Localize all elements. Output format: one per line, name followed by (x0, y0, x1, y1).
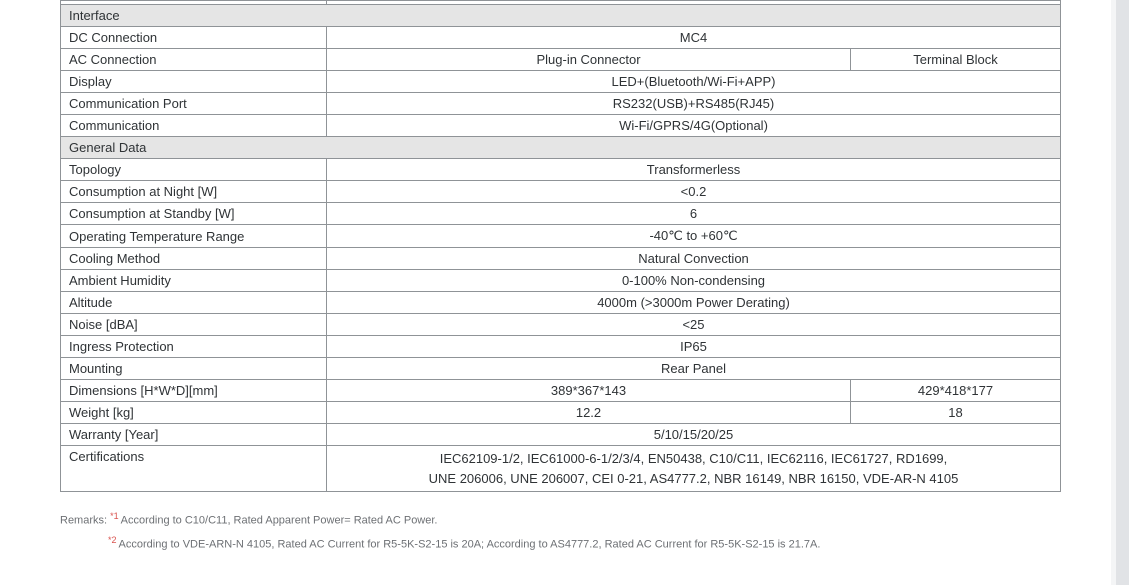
table-row: Altitude 4000m (>3000m Power Derating) (61, 292, 1061, 314)
row-value: -40℃ to +60℃ (327, 225, 1061, 248)
row-value: 12.2 (327, 402, 851, 424)
table-row: Communication Port RS232(USB)+RS485(RJ45… (61, 93, 1061, 115)
table-row: Certifications IEC62109-1/2, IEC61000-6-… (61, 446, 1061, 492)
spec-table-body: Interface DC Connection MC4 AC Connectio… (61, 1, 1061, 492)
table-row: Consumption at Night [W] <0.2 (61, 181, 1061, 203)
row-label: Weight [kg] (61, 402, 327, 424)
section-header-label: Interface (61, 5, 1061, 27)
row-value: IP65 (327, 336, 1061, 358)
remark-1: According to C10/C11, Rated Apparent Pow… (121, 515, 438, 527)
row-value: 429*418*177 (851, 380, 1061, 402)
row-label: DC Connection (61, 27, 327, 49)
row-label: Display (61, 71, 327, 93)
remarks-prefix: Remarks: (60, 515, 107, 527)
table-row: AC Connection Plug-in Connector Terminal… (61, 49, 1061, 71)
table-row: Topology Transformerless (61, 159, 1061, 181)
table-row: Ingress Protection IP65 (61, 336, 1061, 358)
row-label: Warranty [Year] (61, 424, 327, 446)
table-row: Ambient Humidity 0-100% Non-condensing (61, 270, 1061, 292)
row-value-certifications: IEC62109-1/2, IEC61000-6-1/2/3/4, EN5043… (327, 446, 1061, 492)
row-value: LED+(Bluetooth/Wi-Fi+APP) (327, 71, 1061, 93)
row-label: Communication Port (61, 93, 327, 115)
table-row: Dimensions [H*W*D][mm] 389*367*143 429*4… (61, 380, 1061, 402)
row-label: Mounting (61, 358, 327, 380)
row-value: 389*367*143 (327, 380, 851, 402)
section-header-general: General Data (61, 137, 1061, 159)
row-label: Consumption at Standby [W] (61, 203, 327, 225)
remark-2-wrapper: *2According to VDE-ARN-N 4105, Rated AC … (60, 532, 820, 556)
table-row: Warranty [Year] 5/10/15/20/25 (61, 424, 1061, 446)
table-row: Communication Wi-Fi/GPRS/4G(Optional) (61, 115, 1061, 137)
table-row: Display LED+(Bluetooth/Wi-Fi+APP) (61, 71, 1061, 93)
row-value: 4000m (>3000m Power Derating) (327, 292, 1061, 314)
row-value: 6 (327, 203, 1061, 225)
table-row: Operating Temperature Range -40℃ to +60℃ (61, 225, 1061, 248)
remarks-block: Remarks: *1According to C10/C11, Rated A… (60, 508, 1060, 555)
scroll-gutter (1111, 0, 1129, 585)
section-header-label: General Data (61, 137, 1061, 159)
row-value: <0.2 (327, 181, 1061, 203)
remark-2: According to VDE-ARN-N 4105, Rated AC Cu… (119, 538, 821, 550)
row-label: Altitude (61, 292, 327, 314)
row-value: Transformerless (327, 159, 1061, 181)
row-value: Wi-Fi/GPRS/4G(Optional) (327, 115, 1061, 137)
row-value: Rear Panel (327, 358, 1061, 380)
row-label: Dimensions [H*W*D][mm] (61, 380, 327, 402)
row-label: Consumption at Night [W] (61, 181, 327, 203)
footnote-marker-1: *1 (110, 511, 119, 521)
row-label: Topology (61, 159, 327, 181)
table-row: Weight [kg] 12.2 18 (61, 402, 1061, 424)
row-label: Ambient Humidity (61, 270, 327, 292)
row-label: Ingress Protection (61, 336, 327, 358)
row-label: Certifications (61, 446, 327, 492)
row-value: Natural Convection (327, 248, 1061, 270)
row-label: Noise [dBA] (61, 314, 327, 336)
row-value: 5/10/15/20/25 (327, 424, 1061, 446)
footnote-marker-2: *2 (108, 535, 117, 545)
row-value: <25 (327, 314, 1061, 336)
spec-content: Interface DC Connection MC4 AC Connectio… (60, 0, 1060, 555)
row-value: Terminal Block (851, 49, 1061, 71)
row-label: AC Connection (61, 49, 327, 71)
table-row: Cooling Method Natural Convection (61, 248, 1061, 270)
row-value: 18 (851, 402, 1061, 424)
table-row: DC Connection MC4 (61, 27, 1061, 49)
row-label: Operating Temperature Range (61, 225, 327, 248)
row-value: RS232(USB)+RS485(RJ45) (327, 93, 1061, 115)
table-row: Mounting Rear Panel (61, 358, 1061, 380)
spec-table: Interface DC Connection MC4 AC Connectio… (60, 0, 1061, 492)
row-value: MC4 (327, 27, 1061, 49)
row-label: Communication (61, 115, 327, 137)
table-row: Noise [dBA] <25 (61, 314, 1061, 336)
section-header-interface: Interface (61, 5, 1061, 27)
row-value: Plug-in Connector (327, 49, 851, 71)
table-row: Consumption at Standby [W] 6 (61, 203, 1061, 225)
row-label: Cooling Method (61, 248, 327, 270)
row-value: 0-100% Non-condensing (327, 270, 1061, 292)
